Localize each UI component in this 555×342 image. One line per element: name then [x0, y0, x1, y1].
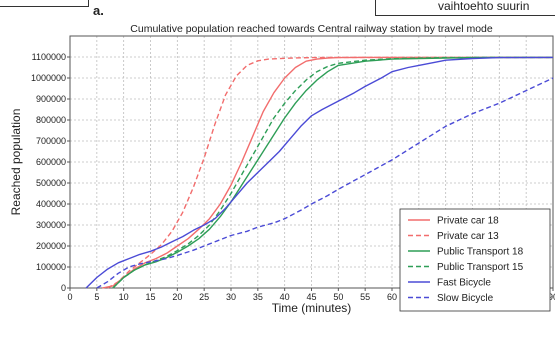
cropped-text-box: vaihtoehto suurin — [375, 0, 555, 16]
legend-box — [399, 208, 551, 312]
cropped-box-text: vaihtoehto suurin — [438, 0, 530, 13]
x-tick-label: 25 — [199, 292, 209, 302]
x-tick-label: 90 — [548, 292, 555, 302]
legend-label: Slow Bicycle — [437, 293, 494, 304]
x-tick-label: 0 — [67, 292, 72, 302]
cropped-box-top-left — [0, 0, 89, 7]
y-tick-label: 900000 — [36, 94, 66, 104]
y-tick-label: 0 — [61, 283, 66, 293]
panel-label: a. — [93, 3, 104, 18]
y-tick-label: 800000 — [36, 115, 66, 125]
x-tick-label: 10 — [119, 292, 129, 302]
y-tick-label: 700000 — [36, 136, 66, 146]
x-tick-label: 30 — [226, 292, 236, 302]
x-tick-label: 35 — [253, 292, 263, 302]
legend-label: Fast Bicycle — [437, 278, 491, 289]
x-tick-label: 5 — [94, 292, 99, 302]
x-tick-label: 40 — [280, 292, 290, 302]
series-line-private-car-18 — [102, 56, 553, 289]
series-line-public-transport-15 — [112, 56, 553, 289]
y-tick-label: 1100000 — [32, 52, 66, 62]
x-tick-label: 15 — [145, 292, 155, 302]
y-tick-label: 400000 — [36, 199, 66, 209]
series-line-fast-bicycle — [85, 56, 554, 289]
series-line-slow-bicycle — [96, 77, 554, 289]
y-tick-label: 100000 — [36, 262, 66, 272]
x-axis-label: Time (minutes) — [272, 301, 352, 315]
legend-label: Private car 13 — [437, 231, 499, 242]
chart-title: Cumulative population reached towards Ce… — [130, 23, 493, 35]
y-axis-label: Reached population — [9, 109, 23, 216]
y-tick-label: 500000 — [36, 178, 66, 188]
x-tick-label: 60 — [387, 292, 397, 302]
x-tick-label: 55 — [360, 292, 370, 302]
y-tick-label: 600000 — [36, 157, 66, 167]
x-tick-label: 20 — [172, 292, 182, 302]
x-tick-label: 50 — [333, 292, 343, 302]
legend-label: Public Transport 15 — [437, 262, 524, 273]
x-tick-label: 45 — [306, 292, 316, 302]
legend-label: Private car 18 — [437, 216, 499, 227]
y-tick-label: 300000 — [36, 220, 66, 230]
y-tick-label: 200000 — [36, 241, 66, 251]
y-tick-label: 1000000 — [31, 73, 66, 83]
legend-label: Public Transport 18 — [437, 247, 524, 258]
